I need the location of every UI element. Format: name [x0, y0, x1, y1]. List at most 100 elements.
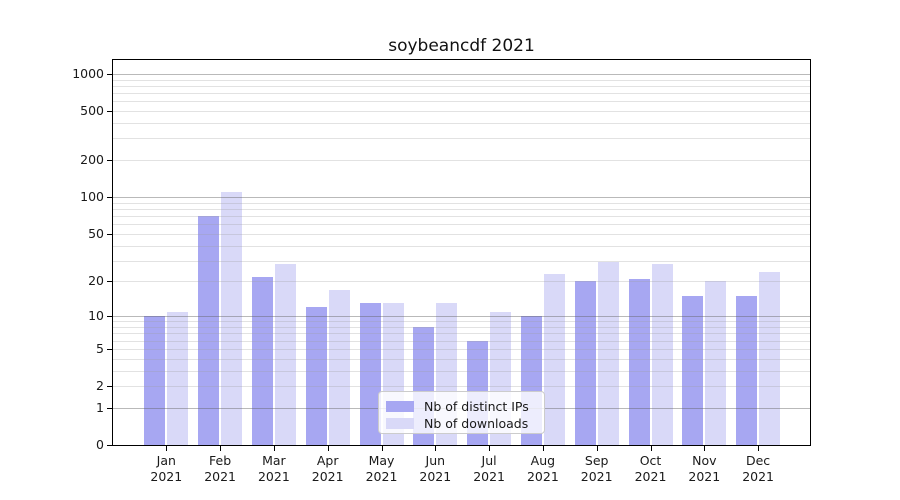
y-tick-mark-200	[107, 160, 113, 162]
minor-gridline-3	[113, 370, 810, 372]
bar-distinct-ips-oct	[628, 278, 650, 445]
bar-distinct-ips-nov	[682, 296, 704, 445]
legend: Nb of distinct IPs Nb of downloads	[378, 391, 545, 434]
bar-downloads-nov	[705, 281, 727, 445]
x-tick-label-jul: Jul 2021	[473, 453, 505, 484]
minor-gridline-60	[113, 224, 810, 226]
y-tick-mark-100	[107, 197, 113, 199]
minor-gridline-70	[113, 216, 810, 217]
y-tick-mark-1	[107, 407, 113, 409]
y-tick-mark-10	[107, 316, 113, 318]
y-tick-label-100: 100	[80, 189, 104, 205]
chart-title: soybeancdf 2021	[388, 36, 535, 56]
x-tick-mark-nov	[704, 446, 706, 451]
x-tick-mark-oct	[650, 446, 652, 451]
y-tick-label-10: 10	[88, 308, 104, 324]
legend-item-downloads: Nb of downloads	[386, 415, 536, 431]
x-tick-label-apr: Apr 2021	[311, 453, 344, 484]
bar-distinct-ips-sep	[574, 281, 596, 445]
y-tick-label-1: 1	[96, 399, 104, 415]
legend-label-distinct-ips: Nb of distinct IPs	[424, 398, 529, 414]
y-tick-label-0: 0	[96, 437, 104, 452]
minor-gridline-2	[113, 386, 810, 387]
y-tick-mark-1000	[107, 73, 113, 75]
y-tick-label-1000: 1000	[72, 65, 104, 81]
x-tick-label-oct: Oct 2021	[634, 453, 667, 484]
minor-gridline-500	[113, 111, 810, 112]
minor-gridline-600	[113, 101, 810, 103]
bar-downloads-feb	[221, 192, 243, 445]
y-tick-mark-5	[107, 348, 113, 350]
x-tick-mark-aug	[542, 446, 544, 451]
y-tick-mark-20	[107, 281, 113, 283]
minor-gridline-30	[113, 260, 810, 262]
x-tick-mark-may	[381, 446, 383, 451]
x-tick-label-may: May 2021	[365, 453, 398, 484]
y-tick-mark-2	[107, 386, 113, 387]
y-tick-label-500: 500	[80, 103, 104, 118]
x-tick-label-feb: Feb 2021	[204, 453, 236, 484]
y-tick-label-20: 20	[88, 273, 104, 289]
minor-gridline-20	[113, 281, 810, 283]
x-tick-label-sep: Sep 2021	[580, 453, 613, 484]
x-tick-mark-dec	[758, 446, 760, 451]
minor-gridline-700	[113, 93, 810, 94]
y-tick-label-200: 200	[80, 152, 104, 168]
bar-downloads-dec	[759, 272, 781, 445]
x-tick-label-aug: Aug 2021	[526, 453, 559, 484]
minor-gridline-90	[113, 202, 810, 204]
bar-distinct-ips-mar	[251, 276, 273, 445]
minor-gridline-80	[113, 208, 810, 210]
bar-downloads-oct	[651, 264, 673, 445]
legend-swatch-distinct-ips	[386, 400, 414, 412]
x-tick-label-jan: Jan 2021	[150, 453, 183, 484]
legend-label-downloads: Nb of downloads	[424, 415, 529, 431]
y-tick-label-50: 50	[88, 225, 104, 241]
bar-downloads-sep	[597, 262, 619, 445]
y-tick-mark-50	[107, 233, 113, 235]
y-tick-mark-0	[107, 445, 113, 446]
major-gridline-10	[113, 316, 810, 318]
x-tick-label-mar: Mar 2021	[257, 453, 290, 484]
bar-downloads-jan	[167, 311, 189, 445]
minor-gridline-9	[113, 321, 810, 323]
x-tick-mark-jan	[166, 446, 168, 451]
legend-swatch-downloads	[386, 417, 414, 429]
minor-gridline-7	[113, 333, 810, 335]
x-tick-mark-sep	[596, 446, 598, 451]
bar-distinct-ips-apr	[305, 307, 327, 445]
major-gridline-100	[113, 197, 810, 199]
x-tick-mark-apr	[327, 446, 329, 451]
bar-distinct-ips-dec	[736, 296, 758, 445]
y-tick-label-2: 2	[96, 378, 104, 393]
x-tick-label-nov: Nov 2021	[688, 453, 721, 484]
minor-gridline-300	[113, 138, 810, 140]
major-gridline-1000	[113, 73, 810, 75]
bar-downloads-apr	[328, 289, 350, 445]
minor-gridline-40	[113, 245, 810, 247]
bar-downloads-aug	[543, 274, 565, 445]
x-tick-mark-jul	[489, 446, 491, 451]
bar-distinct-ips-jan	[144, 316, 166, 445]
x-tick-mark-mar	[273, 446, 275, 451]
minor-gridline-5	[113, 348, 810, 350]
minor-gridline-400	[113, 123, 810, 124]
y-tick-mark-500	[107, 111, 113, 112]
minor-gridline-8	[113, 327, 810, 328]
x-tick-mark-feb	[220, 446, 222, 451]
bar-distinct-ips-may	[359, 303, 381, 445]
x-tick-label-dec: Dec 2021	[742, 453, 774, 484]
minor-gridline-4	[113, 358, 810, 360]
bar-distinct-ips-feb	[198, 216, 220, 445]
minor-gridline-6	[113, 340, 810, 342]
minor-gridline-200	[113, 160, 810, 162]
legend-item-distinct-ips: Nb of distinct IPs	[386, 398, 536, 414]
minor-gridline-50	[113, 233, 810, 235]
bar-downloads-mar	[274, 264, 296, 445]
minor-gridline-900	[113, 79, 810, 81]
x-tick-mark-jun	[435, 446, 437, 451]
x-tick-label-jun: Jun 2021	[419, 453, 452, 484]
y-tick-label-5: 5	[96, 340, 104, 356]
plot-area: Nb of distinct IPs Nb of downloads	[112, 59, 811, 446]
